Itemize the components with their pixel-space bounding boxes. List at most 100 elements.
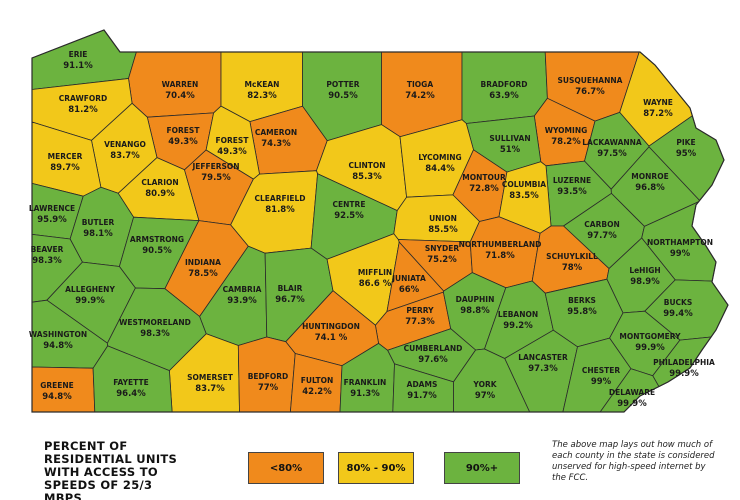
county-name: MONROE: [631, 172, 668, 181]
county-value: 95.9%: [37, 215, 67, 225]
county-value: 77.3%: [405, 317, 435, 327]
county-name: BLAIR: [278, 284, 303, 293]
county-name: DELAWARE: [609, 388, 655, 397]
county-name: ARMSTRONG: [130, 235, 184, 244]
county-value: 51%: [500, 145, 521, 155]
county-name: SNYDER: [425, 244, 459, 253]
county-value: 75.2%: [427, 255, 457, 265]
county-value: 99%: [670, 249, 691, 259]
county-value: 96.4%: [116, 389, 146, 399]
county-value: 78.5%: [188, 269, 218, 279]
county-name: FAYETTE: [113, 378, 148, 387]
county-value: 63.9%: [489, 91, 519, 101]
county-value: 95%: [676, 149, 697, 159]
county-value: 81.2%: [68, 105, 98, 115]
county-value: 49.3%: [217, 147, 247, 157]
county-value: 90.5%: [328, 91, 358, 101]
county-name: FOREST: [216, 136, 250, 145]
map: ERIE 91.1% WARREN 70.4% McKEAN 82.3% POTTER 90.…: [29, 29, 729, 413]
county-name: LeHIGH: [629, 266, 660, 275]
county-value: 97.3%: [528, 364, 558, 374]
county-name: COLUMBIA: [502, 180, 546, 189]
county-value: 70.4%: [165, 91, 195, 101]
county-value: 42.2%: [302, 387, 332, 397]
county-name: PHILADELPHIA: [653, 358, 715, 367]
county-name: BEDFORD: [248, 372, 289, 381]
county-name: WASHINGTON: [29, 330, 87, 339]
county-name: LACKAWANNA: [582, 138, 642, 147]
county-value: 87.2%: [643, 109, 673, 119]
county-name: BRADFORD: [480, 80, 527, 89]
county-value: 91.3%: [350, 389, 380, 399]
county-name: PIKE: [676, 138, 695, 147]
legend-item: <80%: [248, 452, 324, 484]
county-value: 94.8%: [43, 341, 73, 351]
county-value: 97.7%: [587, 231, 617, 241]
county-name: CLARION: [141, 178, 178, 187]
county-value: 99.9%: [75, 296, 105, 306]
county-value: 98.8%: [460, 306, 490, 316]
county-name: JUNIATA: [391, 274, 426, 283]
county-value: 96.7%: [275, 295, 305, 305]
county-name: CARBON: [584, 220, 619, 229]
county-value: 74.2%: [405, 91, 435, 101]
county-value: 78%: [562, 263, 583, 273]
county-name: FRANKLIN: [344, 378, 387, 387]
county-value: 83.7%: [195, 384, 225, 394]
county-name: CUMBERLAND: [404, 344, 463, 353]
county-value: 79.5%: [201, 173, 231, 183]
county-name: SUSQUEHANNA: [558, 76, 623, 85]
county-name: CRAWFORD: [59, 94, 108, 103]
county-value: 76.7%: [575, 87, 605, 97]
county-value: 74.1 %: [315, 333, 348, 343]
county-name: TIOGA: [407, 80, 433, 89]
legend-item: 90%+: [444, 452, 520, 484]
county-value: 95.8%: [567, 307, 597, 317]
county-name: NORTHUMBERLAND: [459, 240, 542, 249]
county-name: BUCKS: [664, 298, 693, 307]
county-value: 99.2%: [503, 321, 533, 331]
county-value: 98.1%: [83, 229, 113, 239]
county-name: WAYNE: [643, 98, 673, 107]
county-name: CENTRE: [333, 200, 366, 209]
county-name: LEBANON: [498, 310, 538, 319]
legend-item: 80% - 90%: [338, 452, 414, 484]
county-name: LYCOMING: [418, 153, 461, 162]
county-value: 72.8%: [469, 184, 499, 194]
county-name: CAMBRIA: [223, 285, 262, 294]
county-name: FOREST: [167, 126, 201, 135]
county-name: BEAVER: [31, 245, 64, 254]
county-value: 97.6%: [418, 355, 448, 365]
county-name: PERRY: [406, 306, 434, 315]
county-value: 99.9%: [617, 399, 647, 409]
county-value: 90.5%: [142, 246, 172, 256]
county-value: 83.7%: [110, 151, 140, 161]
county-name: McKEAN: [245, 80, 280, 89]
county-name: GREENE: [40, 381, 74, 390]
county-name: WESTMORELAND: [119, 318, 191, 327]
county-name: POTTER: [326, 80, 359, 89]
county-name: SCHUYLKILL: [546, 252, 598, 261]
county-name: BUTLER: [82, 218, 115, 227]
county-value: 97.5%: [597, 149, 627, 159]
county-value: 85.3%: [352, 172, 382, 182]
county-value: 98.9%: [630, 277, 660, 287]
county-value: 98.3%: [32, 256, 62, 266]
county-name: DAUPHIN: [456, 295, 495, 304]
county-name: CLINTON: [348, 161, 385, 170]
county-name: ALLEGHENY: [65, 285, 115, 294]
county-name: MONTOUR: [462, 173, 506, 182]
county-value: 97%: [475, 391, 496, 401]
county-name: UNION: [429, 214, 457, 223]
county-name: JEFFERSON: [191, 162, 239, 171]
county-name: MERCER: [48, 152, 83, 161]
county-value: 82.3%: [247, 91, 277, 101]
county-value: 94.8%: [42, 392, 72, 402]
county-value: 66%: [399, 285, 420, 295]
county-name: BERKS: [568, 296, 596, 305]
county-value: 77%: [258, 383, 279, 393]
county-name: WYOMING: [545, 126, 588, 135]
county-name: CHESTER: [582, 366, 621, 375]
county-name: YORK: [472, 380, 497, 389]
